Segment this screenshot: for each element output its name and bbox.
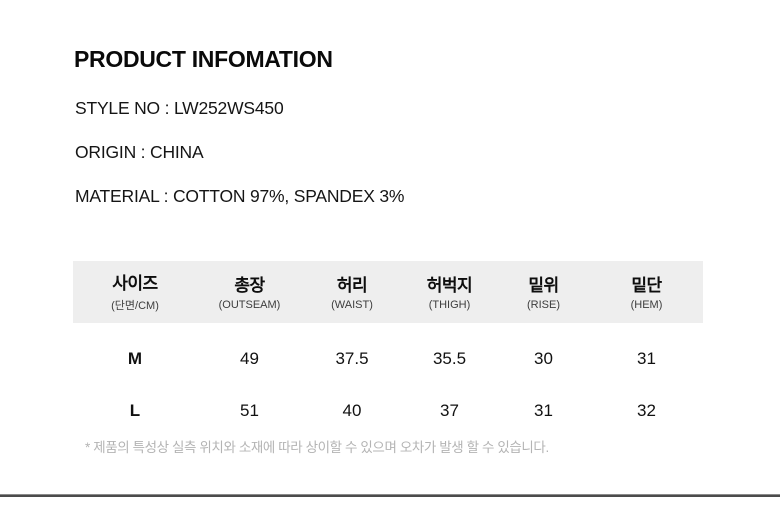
value-l-hem: 32: [637, 401, 656, 420]
column-header-thigh: 허벅지 (THIGH): [402, 261, 497, 323]
value-m-rise: 30: [534, 349, 553, 368]
spec-style-no: STYLE NO : LW252WS450: [75, 98, 284, 118]
value-m-thigh: 35.5: [432, 349, 467, 368]
measurement-disclaimer: * 제품의 특성상 실측 위치와 소재에 따라 상이할 수 있으며 오차가 발생…: [85, 440, 549, 455]
column-header-size: 사이즈 (단면/CM): [73, 261, 197, 323]
column-header-hem-en: (HEM): [630, 298, 663, 311]
column-header-size-en: (단면/CM): [111, 299, 159, 312]
column-header-outseam: 총장 (OUTSEAM): [197, 261, 302, 323]
table-row-m: M 49 37.5 35.5 30 31: [73, 333, 703, 385]
table-row-l: L 51 40 37 31 32: [73, 385, 703, 437]
value-m-outseam: 49: [240, 349, 259, 368]
size-table-body: M 49 37.5 35.5 30 31 L 51 40 37 31 32: [73, 333, 703, 437]
spec-origin: ORIGIN : CHINA: [75, 142, 204, 162]
spec-material: MATERIAL : COTTON 97%, SPANDEX 3%: [75, 186, 405, 206]
value-m-hem: 31: [637, 349, 656, 368]
value-l-thigh: 37: [440, 401, 459, 420]
column-header-size-ko: 사이즈: [112, 273, 158, 293]
bottom-divider: [0, 494, 780, 497]
column-header-waist: 허리 (WAIST): [302, 261, 402, 323]
page-title: PRODUCT INFOMATION: [74, 46, 333, 72]
size-label-m: M: [127, 349, 143, 368]
column-header-hem-ko: 밑단: [631, 275, 662, 295]
column-header-waist-en: (WAIST): [331, 298, 373, 311]
column-header-waist-ko: 허리: [336, 275, 368, 295]
value-m-waist: 37.5: [335, 349, 369, 368]
column-header-thigh-ko: 허벅지: [426, 275, 473, 295]
column-header-outseam-ko: 총장: [234, 275, 265, 295]
size-table-header-row: 사이즈 (단면/CM) 총장 (OUTSEAM) 허리 (WAIST) 허벅지 …: [73, 261, 703, 323]
column-header-rise-en: (RISE): [527, 298, 560, 311]
value-l-waist: 40: [342, 401, 362, 420]
value-l-outseam: 51: [240, 401, 259, 420]
size-label-l: L: [129, 401, 141, 420]
column-header-rise: 밑위 (RISE): [497, 261, 590, 323]
column-header-outseam-en: (OUTSEAM): [218, 298, 281, 311]
column-header-hem: 밑단 (HEM): [590, 261, 703, 323]
column-header-rise-ko: 밑위: [528, 275, 559, 295]
size-table: 사이즈 (단면/CM) 총장 (OUTSEAM) 허리 (WAIST) 허벅지 …: [73, 261, 703, 437]
value-l-rise: 31: [534, 401, 553, 420]
column-header-thigh-en: (THIGH): [428, 298, 471, 311]
